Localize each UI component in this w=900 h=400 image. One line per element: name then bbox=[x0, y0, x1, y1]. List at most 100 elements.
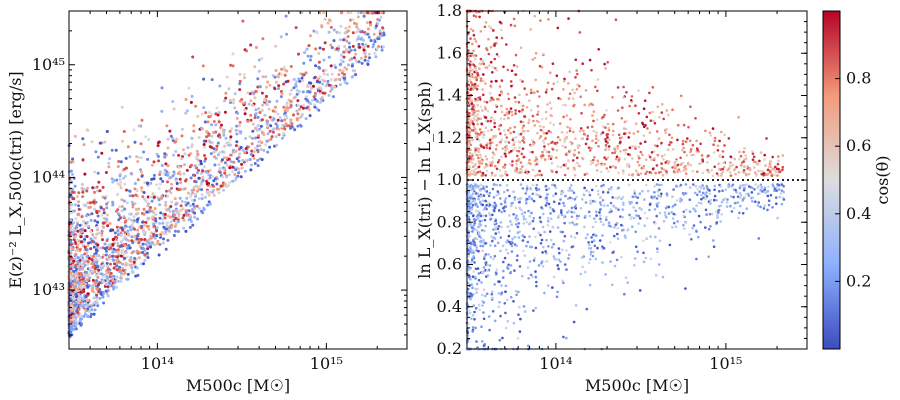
right-point bbox=[657, 171, 661, 174]
right-point bbox=[523, 87, 526, 90]
right-point bbox=[616, 86, 620, 89]
left-point bbox=[182, 213, 186, 217]
left-point bbox=[256, 85, 260, 89]
right-point bbox=[518, 206, 521, 210]
right-point bbox=[641, 121, 644, 125]
left-point bbox=[184, 98, 188, 101]
left-point bbox=[81, 190, 85, 194]
right-point bbox=[662, 158, 665, 161]
left-point bbox=[136, 160, 140, 163]
right-point bbox=[513, 125, 517, 129]
right-point bbox=[622, 201, 625, 205]
right-point bbox=[567, 17, 570, 20]
left-point bbox=[71, 323, 75, 327]
right-point bbox=[583, 270, 587, 274]
right-point bbox=[576, 83, 579, 87]
right-point bbox=[469, 69, 472, 72]
right-point bbox=[667, 113, 670, 117]
left-point bbox=[306, 54, 310, 58]
right-point bbox=[531, 219, 535, 223]
left-point bbox=[265, 121, 269, 125]
left-point bbox=[300, 79, 304, 83]
right-point bbox=[485, 185, 489, 188]
right-point bbox=[486, 129, 490, 133]
right-point bbox=[723, 144, 726, 147]
right-point bbox=[499, 117, 503, 120]
left-point bbox=[207, 139, 211, 143]
left-point bbox=[309, 34, 312, 38]
left-point bbox=[96, 171, 100, 175]
right-point bbox=[616, 226, 619, 230]
right-point bbox=[635, 122, 638, 125]
right-point bbox=[551, 170, 554, 173]
left-point bbox=[152, 232, 156, 236]
right-point bbox=[532, 119, 535, 123]
right-point bbox=[484, 119, 488, 123]
left-point bbox=[97, 209, 101, 213]
left-point bbox=[191, 55, 195, 59]
right-point bbox=[538, 216, 542, 219]
left-point bbox=[132, 128, 136, 132]
right-point bbox=[556, 80, 559, 84]
right-point bbox=[529, 221, 532, 225]
left-point bbox=[177, 210, 181, 214]
right-point bbox=[684, 183, 688, 186]
right-point bbox=[643, 211, 647, 215]
right-point bbox=[781, 165, 785, 169]
left-point bbox=[163, 216, 167, 220]
right-point bbox=[504, 155, 508, 158]
left-point bbox=[238, 82, 242, 86]
right-point bbox=[729, 155, 733, 158]
left-point bbox=[135, 250, 139, 253]
left-point bbox=[99, 264, 102, 268]
right-point bbox=[539, 19, 542, 22]
left-point bbox=[214, 123, 218, 127]
left-point bbox=[327, 18, 331, 22]
left-point bbox=[118, 178, 122, 181]
right-point bbox=[516, 197, 520, 201]
right-point bbox=[524, 192, 528, 195]
left-point bbox=[96, 265, 99, 269]
left-point bbox=[71, 292, 75, 296]
left-point bbox=[128, 212, 132, 216]
left-point bbox=[266, 124, 270, 128]
right-point bbox=[603, 156, 606, 159]
right-point bbox=[767, 165, 771, 169]
left-point bbox=[192, 188, 196, 192]
right-point bbox=[590, 188, 594, 192]
right-point bbox=[693, 191, 697, 195]
left-point bbox=[372, 42, 376, 46]
right-point bbox=[482, 185, 485, 188]
right-point bbox=[483, 105, 487, 109]
left-point bbox=[362, 38, 365, 42]
left-point bbox=[76, 265, 80, 268]
left-point bbox=[329, 64, 333, 68]
left-point bbox=[377, 18, 381, 22]
right-point bbox=[488, 64, 491, 67]
right-point bbox=[503, 117, 506, 121]
right-point bbox=[601, 261, 604, 264]
left-point bbox=[351, 31, 355, 35]
right-point bbox=[513, 269, 516, 272]
right-point bbox=[512, 143, 516, 146]
left-point bbox=[233, 178, 237, 182]
left-point bbox=[194, 180, 198, 184]
right-point bbox=[712, 245, 716, 248]
right-point bbox=[742, 187, 746, 190]
right-point bbox=[516, 154, 519, 158]
left-point bbox=[71, 157, 75, 161]
left-point bbox=[101, 264, 105, 267]
left-y-tick-label: 10⁴⁴ bbox=[32, 167, 65, 186]
right-point bbox=[672, 212, 676, 216]
left-point bbox=[202, 165, 206, 169]
left-point bbox=[81, 297, 85, 301]
right-point bbox=[536, 113, 539, 116]
right-point bbox=[481, 88, 484, 91]
left-point bbox=[140, 238, 144, 241]
left-point bbox=[115, 238, 118, 241]
left-point bbox=[334, 78, 338, 81]
left-point bbox=[192, 204, 196, 208]
right-point bbox=[651, 86, 655, 89]
left-point bbox=[252, 156, 256, 160]
left-point bbox=[362, 14, 366, 18]
